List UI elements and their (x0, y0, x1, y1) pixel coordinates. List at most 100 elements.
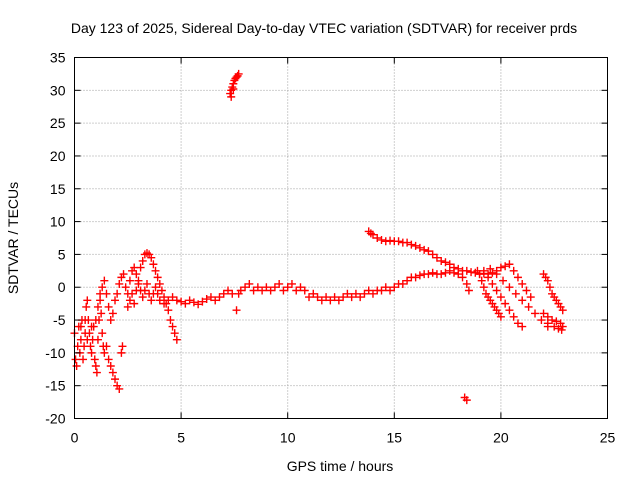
data-point (368, 230, 377, 239)
data-point (104, 302, 113, 311)
data-point (513, 319, 522, 328)
data-point (168, 293, 177, 302)
data-point (492, 286, 501, 295)
data-point (488, 279, 497, 288)
data-point (496, 263, 505, 272)
data-point (496, 312, 505, 321)
data-point (157, 286, 166, 295)
data-point (100, 348, 109, 357)
data-point (360, 289, 369, 298)
data-point (511, 289, 520, 298)
data-point (368, 289, 377, 298)
data-point (356, 293, 365, 302)
data-point (484, 273, 493, 282)
y-tick-label: 35 (50, 50, 66, 66)
data-point (136, 263, 145, 272)
data-point (518, 322, 527, 331)
data-point (524, 302, 533, 311)
data-point (76, 322, 85, 331)
data-point (229, 85, 238, 94)
data-point (102, 342, 111, 351)
data-point (147, 296, 156, 305)
data-point (71, 355, 80, 364)
data-point (160, 299, 169, 308)
data-point (87, 348, 96, 357)
x-tick-label: 5 (177, 430, 185, 446)
data-point (79, 355, 88, 364)
data-point (309, 289, 318, 298)
data-point (364, 286, 373, 295)
data-point (545, 283, 554, 292)
data-point (185, 296, 194, 305)
axis-ticks (74, 57, 608, 419)
data-point (557, 325, 566, 334)
data-point (505, 260, 514, 269)
data-point (305, 293, 314, 302)
data-point (296, 283, 305, 292)
data-point (424, 247, 433, 256)
data-point (445, 260, 454, 269)
data-point (181, 299, 190, 308)
data-point (522, 286, 531, 295)
data-point (518, 296, 527, 305)
data-point (198, 297, 207, 306)
data-point (258, 286, 267, 295)
data-point (151, 283, 160, 292)
data-point (558, 306, 567, 315)
data-point (111, 296, 120, 305)
data-point (170, 329, 179, 338)
data-point (115, 279, 124, 288)
data-point (403, 238, 412, 247)
data-point (462, 266, 471, 275)
data-point (108, 368, 117, 377)
data-point (113, 289, 122, 298)
y-tick-label: 15 (50, 181, 66, 197)
data-point (142, 279, 151, 288)
data-point (526, 293, 535, 302)
data-point (407, 240, 416, 249)
x-tick-label: 15 (387, 430, 403, 446)
data-point (130, 299, 139, 308)
data-point (437, 256, 446, 265)
data-point (194, 300, 203, 309)
data-point (81, 316, 90, 325)
data-point (403, 276, 412, 285)
data-point (518, 279, 527, 288)
data-point (441, 268, 450, 277)
data-point (486, 264, 495, 273)
y-tick-label: -15 (45, 378, 65, 394)
data-point (91, 316, 100, 325)
data-point (153, 273, 162, 282)
data-point (108, 309, 117, 318)
data-point (552, 317, 561, 326)
data-point (432, 253, 441, 262)
data-point (550, 322, 559, 331)
data-point (164, 296, 173, 305)
data-point (464, 286, 473, 295)
x-tick-label: 20 (493, 430, 509, 446)
y-tick-label: -20 (45, 411, 65, 427)
data-point (283, 283, 292, 292)
data-point (377, 235, 386, 244)
data-point (206, 293, 215, 302)
data-point (477, 276, 486, 285)
data-point (155, 296, 164, 305)
data-point (334, 296, 343, 305)
data-point (266, 286, 275, 295)
data-point (153, 289, 162, 298)
data-point (420, 245, 429, 254)
data-point (87, 322, 96, 331)
data-point (505, 283, 514, 292)
data-point (509, 266, 518, 275)
data-point (424, 270, 433, 279)
data-point (151, 266, 160, 275)
data-point (505, 306, 514, 315)
data-point (202, 295, 211, 304)
data-point (72, 361, 81, 370)
data-point (543, 319, 552, 328)
data-point (241, 283, 250, 292)
data-point (172, 335, 181, 344)
data-point (85, 329, 94, 338)
data-point (134, 279, 143, 288)
data-point (441, 258, 450, 267)
